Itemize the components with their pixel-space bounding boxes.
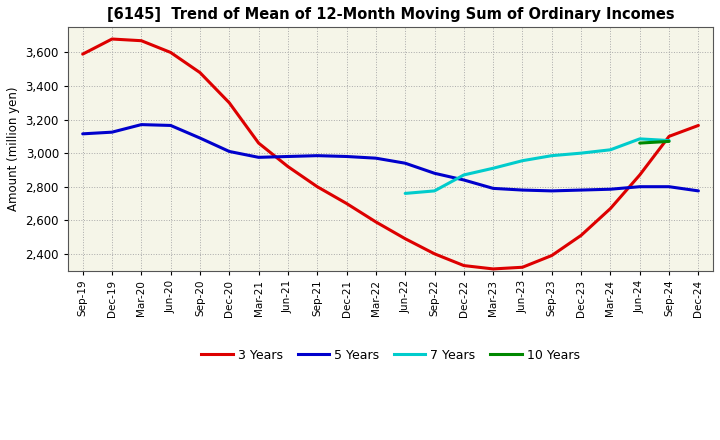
Title: [6145]  Trend of Mean of 12-Month Moving Sum of Ordinary Incomes: [6145] Trend of Mean of 12-Month Moving …	[107, 7, 675, 22]
Y-axis label: Amount (million yen): Amount (million yen)	[7, 87, 20, 211]
Legend: 3 Years, 5 Years, 7 Years, 10 Years: 3 Years, 5 Years, 7 Years, 10 Years	[197, 344, 585, 367]
